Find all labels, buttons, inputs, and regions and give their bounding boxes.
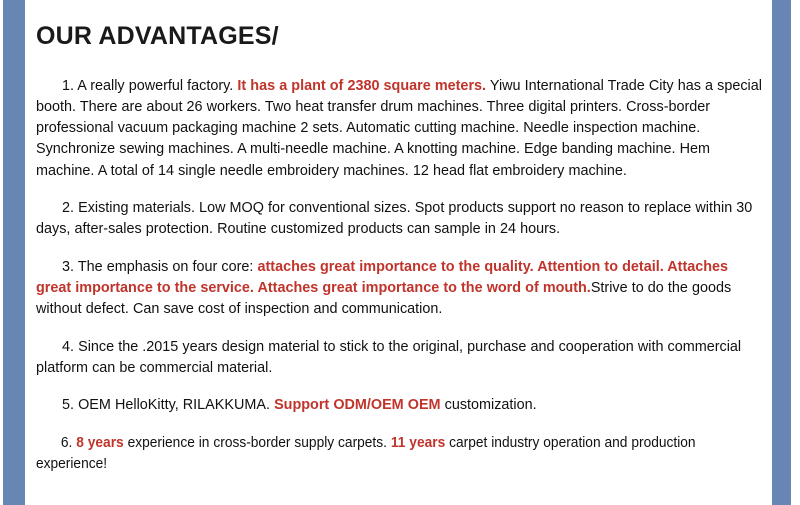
advantage-item: 2. Existing materials. Low MOQ for conve… <box>36 198 766 241</box>
right-accent-bar <box>772 0 791 505</box>
body-text: experience in cross-border supply carpet… <box>123 434 391 451</box>
body-text: 2. Existing materials. Low MOQ for conve… <box>36 200 753 238</box>
advantage-item: 1. A really powerful factory. It has a p… <box>36 76 766 183</box>
emphasis-text: attaches great importance to the quality… <box>36 258 729 296</box>
body-text: Yiwu International Trade City has a spec… <box>36 77 762 179</box>
body-text: carpet industry operation and production… <box>36 434 696 472</box>
emphasis-text: 8 years <box>76 434 124 451</box>
advantages-list: 1. A really powerful factory. It has a p… <box>36 76 766 476</box>
advantage-item: 6. 8 years experience in cross-border su… <box>36 433 733 476</box>
body-text: 5. OEM HelloKitty, RILAKKUMA. <box>62 397 275 414</box>
advantage-item: 3. The emphasis on four core: attaches g… <box>36 257 766 321</box>
body-text: 3. The emphasis on four core: <box>62 258 258 275</box>
page-title: OUR ADVANTAGES/ <box>36 22 279 50</box>
body-text: Strive to do the goods without defect. C… <box>36 280 732 318</box>
advantage-item: 4. Since the .2015 years design material… <box>36 337 766 380</box>
body-text: 4. Since the .2015 years design material… <box>36 338 742 376</box>
emphasis-text: Support ODM/OEM OEM <box>274 397 441 414</box>
body-text: 6. <box>60 434 77 451</box>
advantage-item: 5. OEM HelloKitty, RILAKKUMA. Support OD… <box>36 395 766 416</box>
emphasis-text: It has a plant of 2380 square meters. <box>237 77 487 94</box>
body-text: customization. <box>440 397 537 414</box>
left-accent-bar <box>3 0 25 505</box>
emphasis-text: 11 years <box>390 434 446 451</box>
slide-content: OUR ADVANTAGES/ 1. A really powerful fac… <box>36 0 766 505</box>
body-text: 1. A really powerful factory. <box>62 77 238 94</box>
